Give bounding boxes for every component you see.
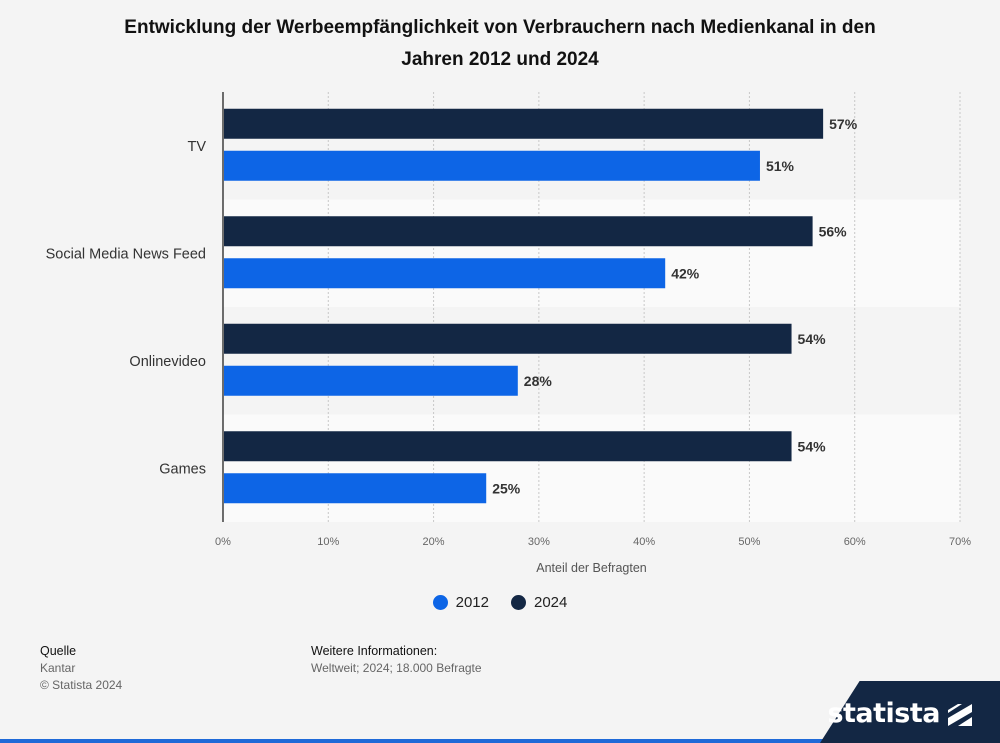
x-tick-label-20: 20% (423, 536, 445, 548)
info-block: Weitere Informationen: Weltweit; 2024; 1… (311, 643, 482, 677)
legend-dot-2012 (432, 595, 448, 610)
x-tick-label-50: 50% (738, 536, 760, 548)
legend-label-2012: 2012 (455, 594, 489, 611)
legend-item-2024[interactable]: 2024 (511, 594, 567, 611)
data-label-2024-3: 54% (798, 438, 827, 454)
bar-2024-3 (224, 431, 792, 462)
chart-legend[interactable]: 2012 2024 (0, 594, 1000, 611)
legend-item-2012[interactable]: 2012 (432, 594, 489, 611)
category-label-2: Onlinevideo (129, 354, 206, 370)
data-label-2024-0: 57% (829, 116, 858, 132)
data-label-2024-2: 54% (798, 331, 827, 347)
x-tick-label-70: 70% (949, 536, 971, 548)
category-label-3: Games (159, 461, 206, 477)
brand-band (0, 739, 1000, 743)
info-heading[interactable]: Weitere Informationen: (311, 644, 438, 658)
bar-chart: 0% 10% 20% 30% 40% 50% 60% 70% Anteil der Befrag… (46, 92, 971, 575)
category-band-3 (223, 414, 960, 522)
bar-2024-1 (224, 216, 813, 247)
brand-logo-text[interactable]: statista (827, 698, 940, 729)
category-band-1 (223, 199, 960, 307)
copyright: © Statista 2024 (40, 678, 123, 692)
data-label-2012-3: 25% (492, 480, 521, 496)
x-tick-label-40: 40% (633, 536, 655, 548)
x-tick-label-0: 0% (215, 536, 231, 548)
source-name[interactable]: Kantar (40, 661, 76, 675)
category-label-0: TV (187, 139, 206, 155)
bar-2012-0 (224, 150, 760, 181)
category-label-1: Social Media News Feed (46, 246, 206, 262)
source-heading: Quelle (40, 644, 77, 658)
chart-title-line-2: Jahren 2012 und 2024 (401, 49, 599, 70)
data-label-2012-1: 42% (671, 265, 700, 281)
data-label-2012-2: 28% (524, 373, 553, 389)
x-tick-label-10: 10% (317, 536, 339, 548)
source-block: Quelle Kantar © Statista 2024 (40, 643, 122, 694)
data-label-2012-0: 51% (766, 158, 795, 174)
chart-title-line-1: Entwicklung der Werbeempfänglichkeit von… (124, 17, 876, 38)
category-band-2 (223, 307, 960, 415)
category-band-0 (223, 92, 960, 200)
bar-2012-2 (224, 365, 518, 396)
chart-title: Entwicklung der Werbeempfänglichkeit von… (40, 12, 960, 76)
bar-2012-3 (224, 473, 487, 504)
legend-label-2024: 2024 (534, 594, 568, 611)
x-tick-label-60: 60% (844, 536, 866, 548)
bar-2012-1 (224, 258, 666, 289)
x-axis-label: Anteil der Befragten (536, 561, 647, 575)
legend-dot-2024 (511, 595, 526, 610)
info-text: Weltweit; 2024; 18.000 Befragte (311, 661, 482, 675)
x-tick-label-30: 30% (528, 536, 550, 548)
bar-2024-0 (224, 108, 824, 139)
statista-logo-icon (948, 704, 972, 726)
data-label-2024-1: 56% (819, 223, 848, 239)
bar-2024-2 (224, 323, 792, 354)
